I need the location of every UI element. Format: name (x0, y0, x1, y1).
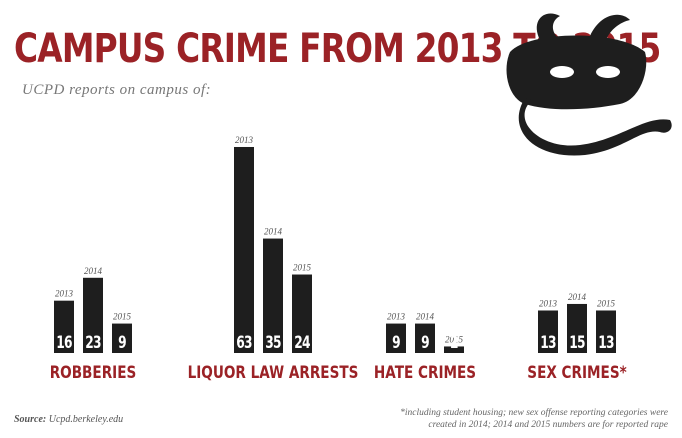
data-label: 9 (421, 333, 429, 353)
year-label: 2015 (597, 298, 616, 308)
data-label: 9 (118, 333, 126, 353)
footnote: *including student housing; new sex offe… (400, 408, 668, 430)
year-label: 2015 (113, 312, 132, 322)
bar-hate-crimes-2015 (444, 346, 464, 353)
category-label: HATE CRIMES (374, 363, 476, 383)
bar-hate-crimes-2014 (415, 323, 435, 353)
bars-group: 2013 16 2014 23 2015 9 ROBBERIES 2013 63 2014 35 20… (50, 135, 627, 382)
category-label: ROBBERIES (50, 363, 137, 383)
year-label: 2013 (539, 298, 558, 308)
category-label: LIQUOR LAW ARRESTS (188, 363, 359, 383)
year-label: 2013 (235, 135, 254, 145)
year-label: 2014 (568, 292, 587, 302)
bar-liquor-law-arrests-2013 (234, 146, 254, 353)
source-note: Source: Ucpd.berkeley.edu (14, 414, 123, 425)
data-label: 63 (236, 333, 252, 353)
data-label: 13 (540, 333, 556, 353)
bar-sex-crimes-2013 (538, 310, 558, 353)
data-label: 2 (450, 333, 458, 353)
year-label: 2013 (387, 312, 406, 322)
bear-mask-snake-icon (506, 13, 672, 156)
data-label: 15 (569, 333, 585, 353)
bar-robberies-2013 (54, 300, 74, 353)
data-label: 16 (56, 333, 72, 353)
source-label: Source: (14, 414, 47, 425)
year-label: 2015 (445, 334, 464, 344)
bar-liquor-law-arrests-2014 (263, 238, 283, 353)
bar-liquor-law-arrests-2015 (292, 274, 312, 353)
bar-robberies-2015 (112, 323, 132, 353)
year-label: 2014 (84, 266, 103, 276)
chart-subtitle: UCPD reports on campus of: (22, 82, 212, 98)
data-label: 23 (85, 333, 101, 353)
data-label: 13 (598, 333, 614, 353)
data-label: 35 (265, 333, 281, 353)
source-text: Ucpd.berkeley.edu (48, 414, 124, 425)
data-label: 24 (294, 333, 310, 353)
year-label: 2014 (264, 227, 283, 237)
bar-sex-crimes-2014 (567, 303, 587, 353)
bar-robberies-2014 (83, 277, 103, 353)
year-label: 2015 (293, 263, 312, 273)
category-label: SEX CRIMES* (527, 363, 626, 383)
year-label: 2014 (416, 312, 435, 322)
year-label: 2013 (55, 289, 74, 299)
bar-hate-crimes-2013 (386, 323, 406, 353)
data-label: 9 (392, 333, 400, 353)
bar-sex-crimes-2015 (596, 310, 616, 353)
